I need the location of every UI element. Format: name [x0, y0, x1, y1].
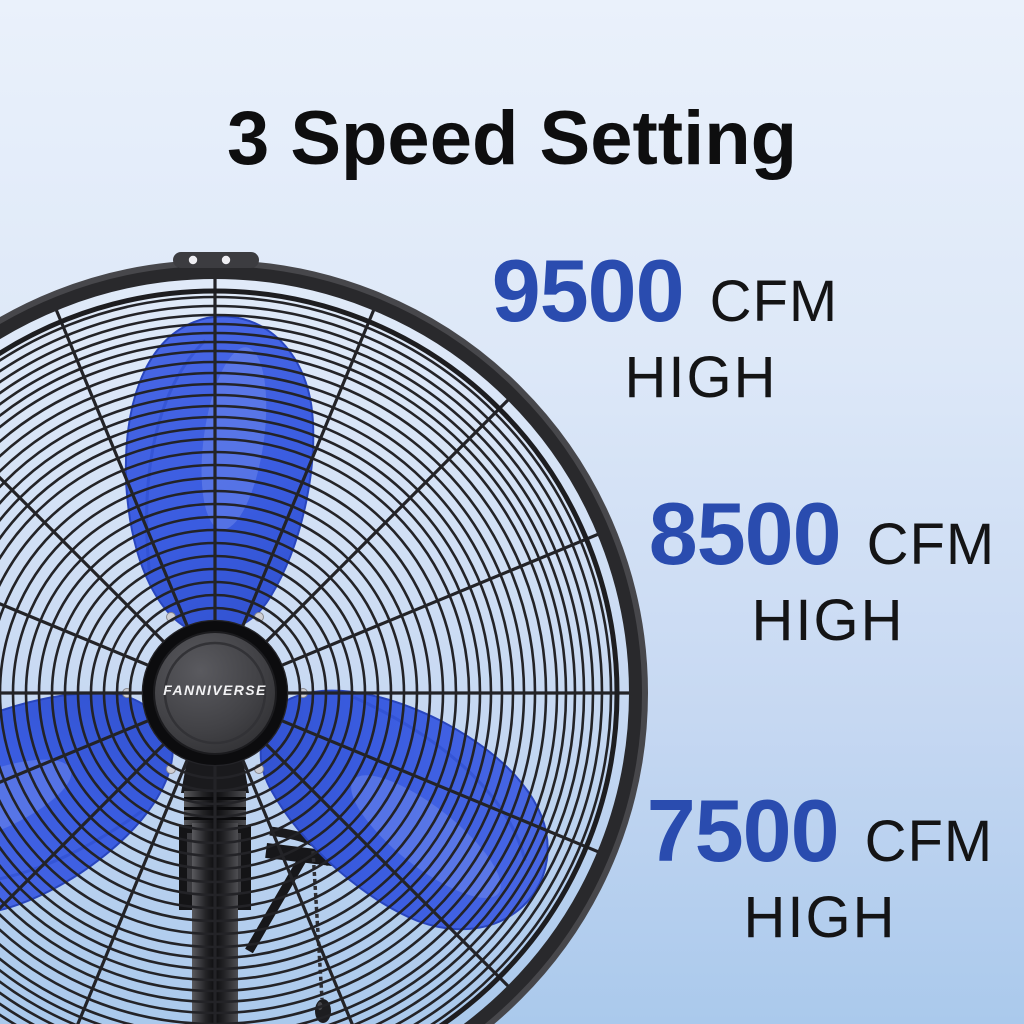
speed-spec-mid: 8500 CFM HIGH: [622, 490, 1022, 650]
speed-level-label: HIGH: [751, 588, 905, 653]
speed-spec-high: 9500 CFM HIGH: [465, 247, 865, 407]
cfm-value: 7500: [646, 781, 840, 880]
speed-level-label: HIGH: [743, 885, 897, 950]
fan-hub: FANNIVERSE: [143, 621, 287, 765]
page-title: 3 Speed Setting: [226, 95, 798, 181]
cfm-unit: CFM: [866, 512, 996, 577]
speed-spec-low: 7500 CFM HIGH: [620, 787, 1020, 947]
cfm-value: 8500: [648, 484, 842, 583]
speed-level-label: HIGH: [624, 345, 778, 410]
cfm-value: 9500: [491, 241, 685, 340]
brand-logo-text: FANNIVERSE: [163, 682, 266, 698]
mount-tab: [173, 252, 259, 268]
fan-cage: [0, 252, 648, 1024]
cfm-unit: CFM: [864, 809, 994, 874]
cfm-unit: CFM: [709, 269, 839, 334]
